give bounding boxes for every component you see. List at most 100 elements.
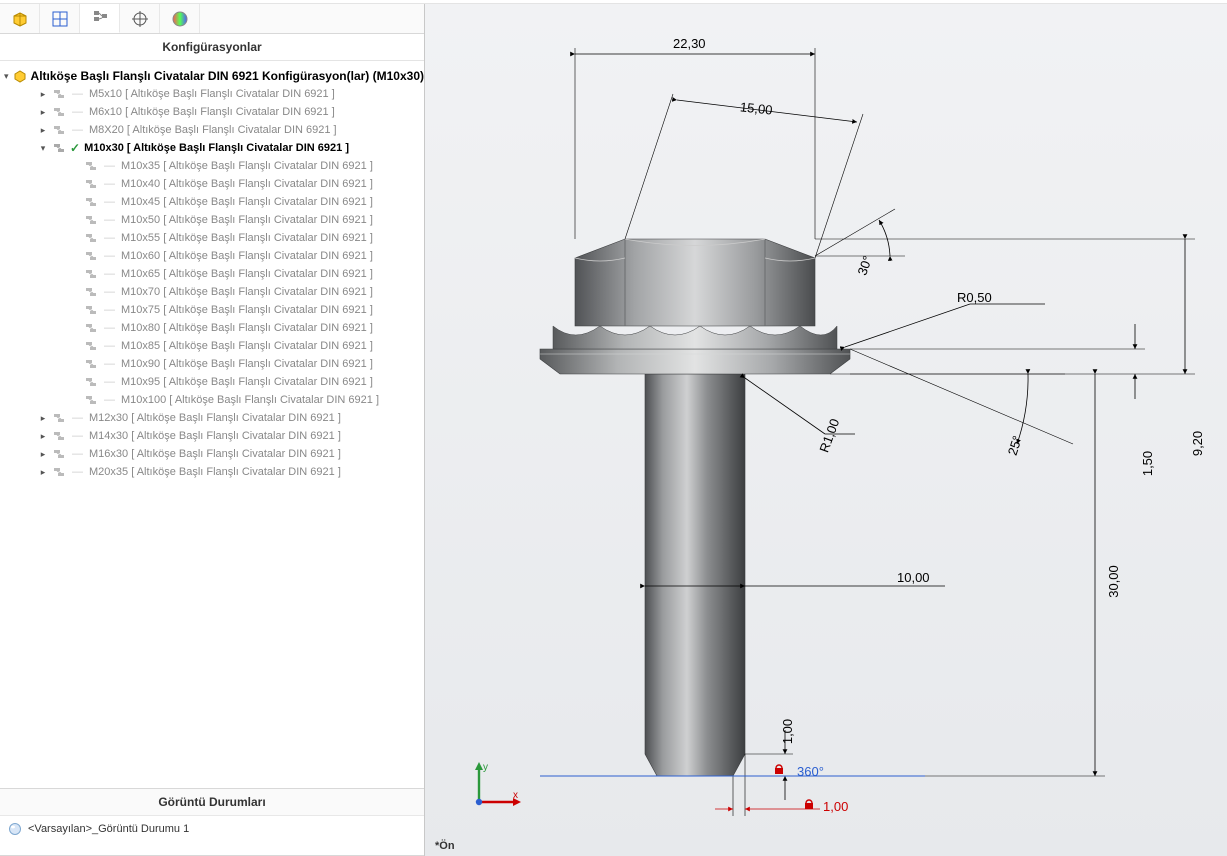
dash-separator: — (104, 214, 115, 226)
config-node-label: M8X20 [ Altıköşe Başlı Flanşlı Civatalar… (89, 124, 337, 136)
config-node[interactable]: ▸—M12x30 [ Altıköşe Başlı Flanşlı Civata… (4, 409, 420, 427)
model-viewport[interactable]: 22,30 15,00 30° R0,50 R1,00 25° 10,00 30… (425, 4, 1227, 856)
cube-icon (11, 10, 29, 28)
tab-property-manager[interactable] (40, 4, 80, 33)
config-node[interactable]: ▸—M10x45 [ Altıköşe Başlı Flanşlı Civata… (4, 193, 420, 211)
dash-separator: — (104, 196, 115, 208)
dash-separator: — (104, 268, 115, 280)
main-area: Konfigürasyonlar ▾ Altıköşe Başlı Flanşl… (0, 4, 1227, 856)
config-node[interactable]: ▸—M10x65 [ Altıköşe Başlı Flanşlı Civata… (4, 265, 420, 283)
derived-config-icon (84, 321, 98, 335)
config-root-node[interactable]: ▾ Altıköşe Başlı Flanşlı Civatalar DIN 6… (4, 67, 420, 85)
config-node[interactable]: ▸ — M8X20 [ Altıköşe Başlı Flanşlı Civatal… (4, 121, 420, 139)
config-node-label: M10x80 [ Altıköşe Başlı Flanşlı Civatala… (121, 322, 373, 334)
dim-h30[interactable]: 30,00 (1106, 565, 1121, 598)
config-node[interactable]: ▸—M10x60 [ Altıköşe Başlı Flanşlı Civata… (4, 247, 420, 265)
config-node[interactable]: ▸ — M20x35 [ Altıköşe Başlı Flanşlı Civata… (4, 463, 420, 481)
target-icon (131, 10, 149, 28)
tab-configurations[interactable] (80, 4, 120, 33)
config-node[interactable]: ▸—M10x75 [ Altıköşe Başlı Flanşlı Civata… (4, 301, 420, 319)
orientation-triad[interactable]: y x (465, 756, 525, 816)
config-node[interactable]: ▸—M16x30 [ Altıköşe Başlı Flanşlı Civata… (4, 445, 420, 463)
expand-toggle-icon[interactable]: ▾ (4, 71, 9, 81)
config-node[interactable]: ▸—M10x100 [ Altıköşe Başlı Flanşlı Civat… (4, 391, 420, 409)
expand-toggle-icon[interactable]: ▾ (38, 143, 48, 153)
appearance-icon (171, 10, 189, 28)
config-node-label: M10x100 [ Altıköşe Başlı Flanşlı Civatal… (121, 394, 379, 406)
dash-separator: — (104, 286, 115, 298)
config-node-label: M20x35 [ Altıköşe Başlı Flanşlı Civatala… (89, 466, 341, 478)
tab-display-manager[interactable] (160, 4, 200, 33)
config-node-label: M5x10 [ Altıköşe Başlı Flanşlı Civatalar… (89, 88, 335, 100)
dash-separator: — (104, 376, 115, 388)
dim-bottom-h1[interactable]: 1,00 (823, 799, 848, 814)
tab-feature-manager[interactable] (0, 4, 40, 33)
dash-separator: — (72, 412, 83, 424)
config-node-label: M10x70 [ Altıköşe Başlı Flanşlı Civatala… (121, 286, 373, 298)
dim-h1p5[interactable]: 1,50 (1140, 451, 1155, 476)
dim-dia-10[interactable]: 10,00 (897, 570, 930, 585)
check-icon: ✓ (70, 141, 80, 155)
config-node-label: M10x45 [ Altıköşe Başlı Flanşlı Civatala… (121, 196, 373, 208)
dim-h9p2[interactable]: 9,20 (1190, 431, 1205, 456)
config-node[interactable]: ▸—M10x80 [ Altıköşe Başlı Flanşlı Civata… (4, 319, 420, 337)
expand-toggle-icon[interactable]: ▸ (38, 89, 48, 99)
grid-icon (51, 10, 69, 28)
expand-toggle-icon[interactable]: ▸ (38, 413, 48, 423)
config-node[interactable]: ▸—M10x55 [ Altıköşe Başlı Flanşlı Civata… (4, 229, 420, 247)
dash-separator: — (104, 178, 115, 190)
bolt-drawing (425, 4, 1227, 824)
tab-dimxpert[interactable] (120, 4, 160, 33)
dim-bottom-v1[interactable]: 1,00 (780, 719, 795, 744)
config-node[interactable]: ▸—M5x10 [ Altıköşe Başlı Flanşlı Civatal… (4, 85, 420, 103)
dash-separator: — (72, 466, 83, 478)
derived-config-icon (84, 357, 98, 371)
config-node[interactable]: ▸—M10x85 [ Altıköşe Başlı Flanşlı Civata… (4, 337, 420, 355)
config-node[interactable]: ▸—M10x40 [ Altıköşe Başlı Flanşlı Civata… (4, 175, 420, 193)
config-node[interactable]: ▸—M10x35 [ Altıköşe Başlı Flanşlı Civata… (4, 157, 420, 175)
config-node[interactable]: ▸—M10x50 [ Altıköşe Başlı Flanşlı Civata… (4, 211, 420, 229)
display-states-title: Görüntü Durumları (0, 788, 424, 816)
config-node[interactable]: ▸—M10x70 [ Altıköşe Başlı Flanşlı Civata… (4, 283, 420, 301)
derived-config-icon (84, 195, 98, 209)
dash-separator: — (72, 430, 83, 442)
panel-tabbar (0, 4, 424, 34)
configurations-title: Konfigürasyonlar (0, 34, 424, 61)
config-active-node[interactable]: ▾ ✓ M10x30 [ Altıköşe Başlı Flanşlı Civa… (4, 139, 420, 157)
dim-top-width[interactable]: 22,30 (673, 36, 706, 51)
config-tree-icon (91, 9, 109, 27)
config-node-label: M10x55 [ Altıköşe Başlı Flanşlı Civatala… (121, 232, 373, 244)
part-icon (13, 69, 27, 83)
display-state-row[interactable]: <Varsayılan>_Görüntü Durumu 1 (8, 822, 416, 836)
dim-360[interactable]: 360° (797, 764, 824, 779)
config-node-label: M10x60 [ Altıköşe Başlı Flanşlı Civatala… (121, 250, 373, 262)
derived-config-icon (84, 231, 98, 245)
expand-toggle-icon[interactable]: ▸ (38, 125, 48, 135)
display-states-list: <Varsayılan>_Görüntü Durumu 1 (0, 816, 424, 856)
config-node[interactable]: ▸—M6x10 [ Altıköşe Başlı Flanşlı Civatal… (4, 103, 420, 121)
expand-toggle-icon[interactable]: ▸ (38, 467, 48, 477)
config-node[interactable]: ▸—M10x90 [ Altıköşe Başlı Flanşlı Civata… (4, 355, 420, 373)
derived-config-icon (84, 285, 98, 299)
derived-config-icon (84, 177, 98, 191)
view-orientation-label: *Ön (435, 840, 455, 852)
expand-toggle-icon[interactable]: ▸ (38, 431, 48, 441)
derived-config-icon (52, 123, 66, 137)
expand-toggle-icon[interactable]: ▸ (38, 449, 48, 459)
triad-x-label: x (513, 790, 518, 801)
config-node-label: M10x40 [ Altıköşe Başlı Flanşlı Civatala… (121, 178, 373, 190)
expand-toggle-icon[interactable]: ▸ (38, 107, 48, 117)
config-node-label: M10x50 [ Altıköşe Başlı Flanşlı Civatala… (121, 214, 373, 226)
dim-r050[interactable]: R0,50 (957, 290, 992, 305)
config-node-label: M10x95 [ Altıköşe Başlı Flanşlı Civatala… (121, 376, 373, 388)
derived-config-icon (84, 339, 98, 353)
config-node[interactable]: ▸—M10x95 [ Altıköşe Başlı Flanşlı Civata… (4, 373, 420, 391)
derived-config-icon (84, 213, 98, 227)
config-node[interactable]: ▸—M14x30 [ Altıköşe Başlı Flanşlı Civata… (4, 427, 420, 445)
dash-separator: — (72, 124, 83, 136)
config-node-label: M10x85 [ Altıköşe Başlı Flanşlı Civatala… (121, 340, 373, 352)
config-node-label: M16x30 [ Altıköşe Başlı Flanşlı Civatala… (89, 448, 341, 460)
derived-config-icon (52, 87, 66, 101)
configuration-tree[interactable]: ▾ Altıköşe Başlı Flanşlı Civatalar DIN 6… (0, 61, 424, 788)
derived-config-icon (52, 105, 66, 119)
